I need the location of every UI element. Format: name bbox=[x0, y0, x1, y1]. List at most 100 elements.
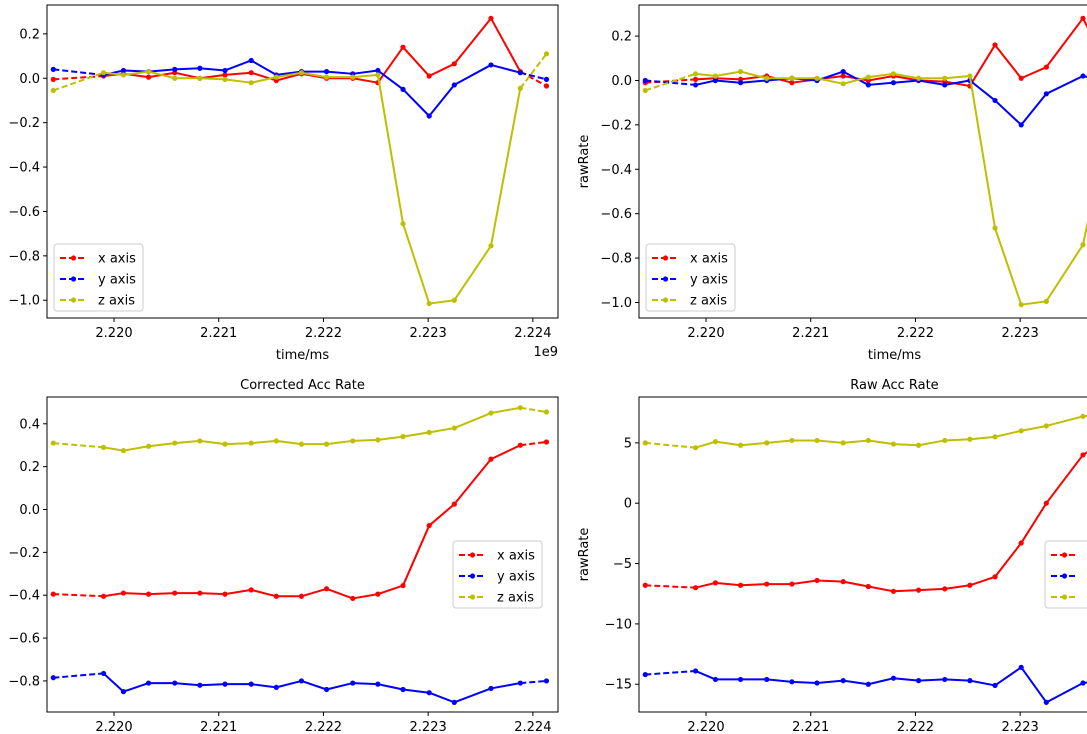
y-tick-label: −0.8 bbox=[8, 249, 40, 264]
legend-marker bbox=[1061, 594, 1068, 600]
data-point bbox=[197, 438, 203, 444]
data-point bbox=[298, 678, 305, 684]
data-point bbox=[1018, 122, 1024, 128]
data-point bbox=[764, 75, 770, 81]
data-point bbox=[967, 436, 973, 442]
data-point bbox=[1080, 242, 1086, 248]
data-point bbox=[323, 74, 330, 80]
data-point bbox=[642, 582, 648, 588]
legend-marker bbox=[662, 276, 669, 282]
legend-item: y axis bbox=[459, 570, 535, 585]
data-point bbox=[451, 425, 457, 431]
data-point bbox=[488, 456, 494, 462]
data-point bbox=[712, 580, 719, 586]
y-tick-label: −1.0 bbox=[8, 294, 40, 309]
y-tick-label: −0.2 bbox=[8, 116, 40, 131]
data-point bbox=[488, 243, 494, 249]
legend-marker bbox=[469, 594, 476, 600]
data-point bbox=[865, 74, 871, 80]
series-line bbox=[102, 672, 521, 704]
data-point bbox=[692, 71, 699, 77]
legend: x axis y axis z axis bbox=[645, 243, 736, 312]
legend-item: z axis bbox=[652, 294, 727, 309]
chart-title: Corrected Acc Rate bbox=[240, 378, 365, 393]
data-point bbox=[942, 75, 948, 81]
x-offset-label: 1e9 bbox=[533, 345, 558, 360]
data-point bbox=[692, 76, 699, 82]
data-point bbox=[1080, 413, 1086, 419]
x-axis-label: time/ms bbox=[868, 348, 921, 363]
data-point bbox=[400, 686, 406, 693]
x-tick-label: 2.220 bbox=[95, 326, 132, 341]
data-point bbox=[172, 75, 178, 81]
data-point bbox=[737, 68, 744, 75]
data-point bbox=[488, 410, 494, 416]
data-point bbox=[1080, 15, 1086, 21]
data-point bbox=[145, 443, 152, 449]
legend-label: z axis bbox=[497, 591, 534, 606]
data-point bbox=[375, 437, 381, 443]
data-point bbox=[100, 70, 107, 76]
data-point bbox=[426, 300, 432, 307]
data-point bbox=[100, 670, 107, 677]
data-point bbox=[222, 76, 228, 82]
data-point bbox=[712, 676, 719, 683]
data-point bbox=[942, 82, 948, 88]
series-line bbox=[103, 70, 522, 305]
data-point bbox=[1018, 540, 1024, 546]
data-point bbox=[172, 440, 178, 446]
data-point bbox=[145, 68, 152, 75]
data-point bbox=[172, 66, 178, 72]
data-point bbox=[737, 442, 744, 448]
data-point bbox=[451, 82, 457, 88]
series-segment-end bbox=[520, 406, 547, 413]
data-point bbox=[712, 73, 719, 79]
x-axis-label: time/ms bbox=[276, 348, 329, 363]
data-point bbox=[543, 83, 550, 89]
data-point bbox=[814, 75, 820, 81]
x-tick-label: 2.223 bbox=[410, 326, 447, 341]
data-point bbox=[890, 588, 897, 594]
legend-item: x axis bbox=[652, 252, 728, 267]
series-line bbox=[103, 17, 522, 84]
data-point bbox=[865, 583, 871, 590]
series-segment-start bbox=[53, 442, 104, 449]
data-point bbox=[764, 676, 770, 683]
data-point bbox=[248, 681, 254, 687]
data-point bbox=[789, 679, 795, 685]
data-point bbox=[890, 80, 897, 86]
legend-marker bbox=[469, 552, 476, 558]
legend-label: z axis bbox=[98, 294, 135, 309]
y-tick-label: 0.0 bbox=[19, 72, 40, 87]
data-point bbox=[248, 70, 254, 76]
data-point bbox=[100, 593, 107, 599]
data-point bbox=[915, 587, 922, 593]
chart-title: Raw Acc Rate bbox=[850, 378, 938, 393]
series-y-axis bbox=[642, 664, 1087, 705]
y-tick-label: −0.6 bbox=[8, 205, 40, 220]
series-segment-start bbox=[53, 593, 104, 598]
series-segment-start bbox=[645, 79, 696, 86]
y-tick-label: −5 bbox=[613, 557, 632, 572]
data-point bbox=[1043, 500, 1049, 506]
y-tick-label: 0.2 bbox=[19, 460, 40, 475]
data-point bbox=[172, 680, 178, 686]
x-tick-label: 2.220 bbox=[687, 326, 724, 341]
data-point bbox=[712, 77, 719, 84]
y-tick-label: −0.4 bbox=[600, 163, 632, 178]
data-point bbox=[350, 74, 356, 80]
data-point bbox=[737, 676, 744, 683]
legend-item: y axis bbox=[60, 273, 136, 288]
data-point bbox=[323, 686, 330, 693]
data-point bbox=[375, 681, 381, 687]
data-point bbox=[222, 591, 228, 597]
y-tick-label: −0.6 bbox=[8, 632, 40, 647]
data-point bbox=[1080, 73, 1086, 79]
x-tick-label: 2.223 bbox=[1002, 326, 1039, 341]
legend-item: x axis bbox=[1051, 552, 1078, 558]
data-point bbox=[248, 587, 254, 593]
x-tick-label: 2.220 bbox=[95, 720, 132, 734]
data-point bbox=[865, 681, 871, 687]
data-point bbox=[737, 582, 744, 588]
